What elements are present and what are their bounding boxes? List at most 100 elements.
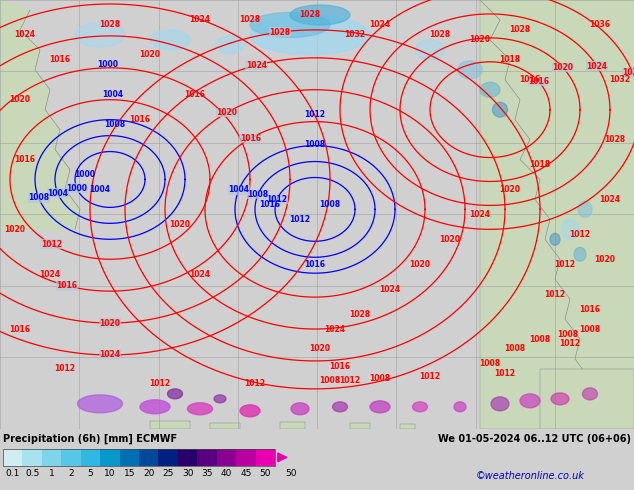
Text: 1012: 1012 [339, 376, 361, 386]
Ellipse shape [332, 402, 347, 412]
Ellipse shape [150, 30, 190, 50]
Polygon shape [0, 0, 80, 229]
Text: 1012: 1012 [555, 260, 576, 269]
Text: 1020: 1020 [216, 108, 237, 117]
Bar [139, 448, 158, 466]
Text: 1008: 1008 [247, 190, 269, 199]
Text: 1016: 1016 [56, 281, 77, 290]
Bar [100, 448, 120, 466]
Text: 1004: 1004 [103, 90, 124, 99]
Ellipse shape [290, 5, 350, 25]
Text: 15: 15 [124, 469, 135, 478]
Text: 35: 35 [201, 469, 213, 478]
Text: 1020: 1020 [470, 35, 491, 45]
Ellipse shape [77, 395, 122, 413]
Text: 1020: 1020 [4, 225, 25, 234]
Text: 1016: 1016 [528, 77, 549, 86]
Text: 0.5: 0.5 [25, 469, 39, 478]
Text: 1032: 1032 [344, 30, 365, 39]
Polygon shape [480, 0, 634, 429]
Bar [280, 422, 305, 429]
Text: 1008: 1008 [320, 376, 340, 386]
Text: 1028: 1028 [429, 30, 451, 39]
Text: 1008: 1008 [505, 344, 526, 353]
Bar [61, 448, 81, 466]
Ellipse shape [250, 15, 370, 55]
Text: 1008: 1008 [28, 194, 49, 202]
Ellipse shape [167, 389, 183, 399]
Text: 1028: 1028 [240, 16, 261, 24]
Ellipse shape [493, 102, 507, 117]
Bar [236, 448, 256, 466]
Text: 1024: 1024 [325, 324, 346, 334]
Text: 1016: 1016 [330, 363, 351, 371]
Text: 1020: 1020 [309, 344, 330, 353]
Text: 1020: 1020 [439, 235, 460, 244]
Ellipse shape [370, 401, 390, 413]
Text: 50: 50 [259, 469, 271, 478]
Ellipse shape [454, 402, 466, 412]
FancyBboxPatch shape [480, 0, 634, 429]
Text: 1024: 1024 [370, 21, 391, 29]
Text: 1008: 1008 [320, 200, 340, 209]
Bar [217, 448, 236, 466]
Text: 40: 40 [221, 469, 232, 478]
Text: 45: 45 [240, 469, 252, 478]
Text: 1016: 1016 [49, 55, 70, 64]
Text: 1012: 1012 [495, 369, 515, 378]
Text: 1016: 1016 [304, 260, 325, 269]
Text: 1016: 1016 [259, 200, 280, 209]
Text: 1012: 1012 [150, 379, 171, 389]
Ellipse shape [561, 220, 579, 239]
Text: We 01-05-2024 06..12 UTC (06+06): We 01-05-2024 06..12 UTC (06+06) [438, 434, 631, 443]
Text: 1012: 1012 [545, 290, 566, 298]
Text: 1016: 1016 [579, 305, 600, 314]
Text: 1020: 1020 [169, 220, 190, 229]
Text: 1020: 1020 [595, 255, 616, 264]
Ellipse shape [583, 388, 597, 400]
Ellipse shape [551, 393, 569, 405]
Text: 1028: 1028 [604, 135, 626, 144]
Text: 1028: 1028 [269, 27, 290, 37]
Ellipse shape [550, 233, 560, 245]
Ellipse shape [250, 12, 330, 37]
Text: 1008: 1008 [105, 120, 126, 129]
Ellipse shape [578, 201, 592, 218]
Ellipse shape [574, 247, 586, 261]
Text: 1012: 1012 [245, 379, 266, 389]
Text: 1028: 1028 [299, 10, 321, 20]
Text: 1020: 1020 [10, 95, 30, 104]
Text: 1036: 1036 [590, 21, 611, 29]
Text: 0.1: 0.1 [6, 469, 20, 478]
Text: 1016: 1016 [15, 155, 36, 164]
Bar [81, 448, 100, 466]
Ellipse shape [480, 82, 500, 97]
Text: 1008: 1008 [557, 330, 579, 339]
Text: 1008: 1008 [479, 360, 501, 368]
Text: 1024: 1024 [600, 195, 621, 204]
Text: 1032: 1032 [609, 75, 630, 84]
Text: 1020: 1020 [100, 318, 120, 327]
Text: 1020: 1020 [139, 50, 160, 59]
Bar [42, 448, 61, 466]
Text: 1024: 1024 [246, 61, 267, 70]
Ellipse shape [413, 402, 427, 412]
Bar [400, 424, 415, 429]
Text: 1016: 1016 [184, 90, 205, 99]
Text: 1004: 1004 [228, 185, 249, 194]
Text: 1024: 1024 [190, 270, 210, 279]
Text: 1012: 1012 [569, 230, 590, 239]
Text: 1012: 1012 [55, 365, 75, 373]
Text: 1020: 1020 [410, 260, 430, 269]
Text: 1012: 1012 [559, 340, 581, 348]
Text: 1024: 1024 [100, 350, 120, 360]
Text: 1016: 1016 [129, 115, 150, 124]
Text: 1016: 1016 [10, 324, 30, 334]
Text: 2: 2 [68, 469, 74, 478]
Ellipse shape [75, 23, 125, 48]
Bar [158, 448, 178, 466]
Text: ©weatheronline.co.uk: ©weatheronline.co.uk [476, 471, 585, 481]
Bar [350, 423, 370, 429]
Text: 1012: 1012 [290, 215, 311, 224]
Text: 1: 1 [49, 469, 55, 478]
